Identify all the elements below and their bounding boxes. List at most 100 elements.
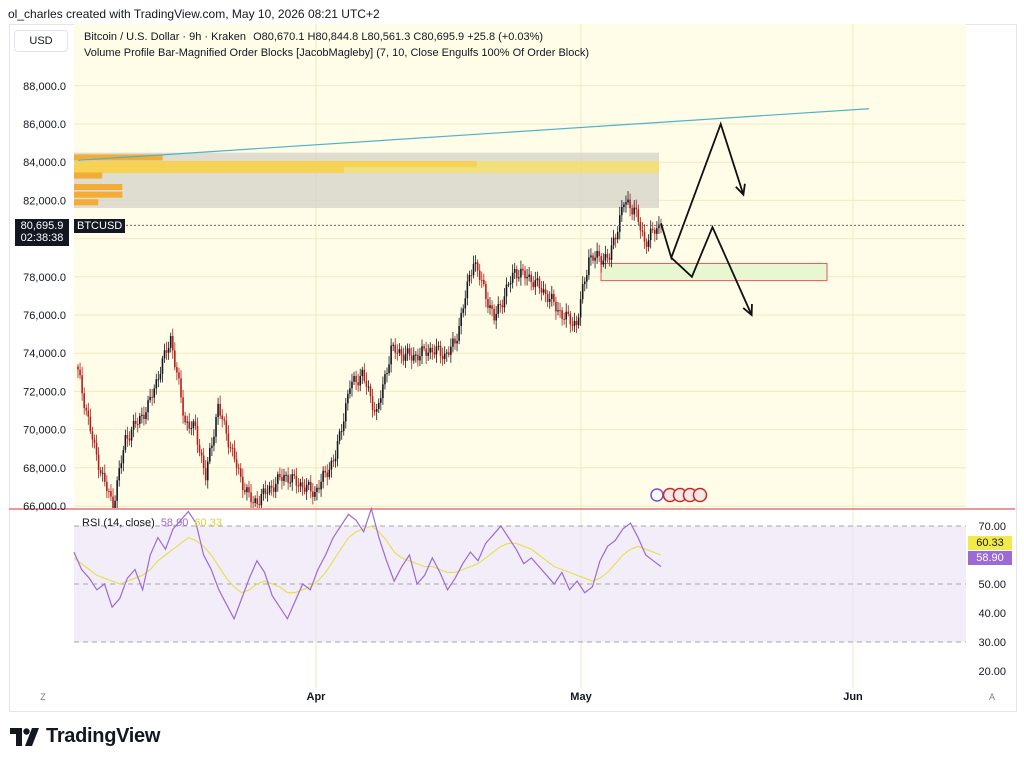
candle-body xyxy=(167,347,170,353)
candle-body xyxy=(116,480,118,501)
candle-body xyxy=(274,483,277,492)
candle-body xyxy=(322,470,324,482)
zoom-reset-button[interactable]: Z xyxy=(40,692,46,702)
candle-body xyxy=(97,454,100,471)
x-tick-label: Apr xyxy=(307,691,327,703)
volume-bar xyxy=(74,199,99,206)
volume-bar-highlight xyxy=(74,161,659,168)
symbol-name[interactable]: Bitcoin / U.S. Dollar · 9h · Kraken xyxy=(84,31,247,43)
candle-body xyxy=(106,481,108,491)
candle-body xyxy=(448,352,450,355)
candle-body xyxy=(536,278,539,281)
candle-body xyxy=(625,202,627,205)
candle-body xyxy=(621,207,623,216)
candle-body xyxy=(526,276,528,279)
candle-body xyxy=(159,373,162,380)
candle-body xyxy=(316,487,318,492)
y-tick-label: 86,000.0 xyxy=(23,119,66,131)
candle-body xyxy=(647,240,650,247)
candle-body xyxy=(157,379,160,381)
candle-body xyxy=(540,288,543,293)
candle-body xyxy=(293,474,296,476)
candle-body xyxy=(256,498,259,505)
candle-body xyxy=(404,353,407,361)
candle-body xyxy=(559,310,561,312)
currency-button[interactable]: USD xyxy=(14,30,68,52)
candle-body xyxy=(623,204,625,208)
candle-body xyxy=(443,353,446,359)
candle-body xyxy=(221,415,223,420)
candle-body xyxy=(423,346,425,349)
candle-body xyxy=(272,487,275,492)
volume-bar xyxy=(74,172,103,179)
candle-body xyxy=(614,237,617,240)
candle-body xyxy=(95,442,98,455)
candle-body xyxy=(513,269,516,273)
candle-body xyxy=(412,354,415,361)
candle-body xyxy=(349,388,351,394)
candle-body xyxy=(627,199,629,203)
low-label: L xyxy=(361,31,368,43)
candle-body xyxy=(182,397,184,416)
candle-body xyxy=(124,434,127,451)
candle-body xyxy=(386,373,388,375)
candle-body xyxy=(594,257,596,261)
candle-body xyxy=(382,384,384,399)
candle-body xyxy=(478,270,481,280)
candle-body xyxy=(643,231,646,242)
candle-body xyxy=(629,199,631,209)
candle-body xyxy=(373,410,376,412)
open-value: 80,670.1 xyxy=(261,31,305,43)
candle-body xyxy=(324,470,326,473)
event-icon xyxy=(650,488,664,502)
candle-body xyxy=(532,282,535,288)
indicator-legend[interactable]: Volume Profile Bar-Magnified Order Block… xyxy=(84,47,590,59)
candle-body xyxy=(336,441,339,459)
candle-body xyxy=(120,463,123,469)
candle-body xyxy=(583,281,586,285)
candle-body xyxy=(394,344,397,353)
candle-body xyxy=(616,231,619,240)
arrowhead xyxy=(742,303,753,317)
candle-body xyxy=(468,274,471,282)
candle-body xyxy=(375,409,378,412)
candle-body xyxy=(307,481,310,485)
candle-body xyxy=(400,349,403,356)
candle-body xyxy=(530,274,532,283)
candle-body xyxy=(351,381,353,389)
candle-body xyxy=(145,412,147,420)
candle-body xyxy=(524,270,526,279)
candle-body xyxy=(651,228,654,230)
volume-profile xyxy=(74,152,659,209)
candle-body xyxy=(606,254,609,258)
candle-body xyxy=(598,250,600,257)
flag-icon xyxy=(692,487,708,503)
candle-body xyxy=(237,467,240,469)
candle-body xyxy=(555,301,557,312)
candle-body xyxy=(180,378,182,398)
candle-body xyxy=(528,274,530,277)
candle-body xyxy=(505,284,508,297)
candle-body xyxy=(596,250,598,258)
candle-body xyxy=(163,350,166,359)
candle-body xyxy=(633,207,635,215)
rsi-line xyxy=(73,506,662,621)
volume-bar xyxy=(74,184,123,191)
candle-body xyxy=(363,369,366,381)
candle-body xyxy=(85,407,88,411)
candle-body xyxy=(277,474,279,484)
candle-body xyxy=(112,496,114,508)
candle-body xyxy=(398,349,401,353)
candle-body xyxy=(99,470,102,474)
candle-body xyxy=(155,379,158,389)
rsi-legend-ma: 60.33 xyxy=(194,517,222,529)
candle-body xyxy=(161,358,164,374)
candle-body xyxy=(264,488,267,494)
rsi-legend[interactable]: RSI (14, close) 58.90 60.33 xyxy=(82,517,222,529)
candle-body xyxy=(101,472,104,474)
brand-name: TradingView xyxy=(46,725,161,747)
auto-scale-button[interactable]: A xyxy=(988,692,995,702)
trendline xyxy=(77,108,870,161)
candle-body xyxy=(334,458,337,462)
